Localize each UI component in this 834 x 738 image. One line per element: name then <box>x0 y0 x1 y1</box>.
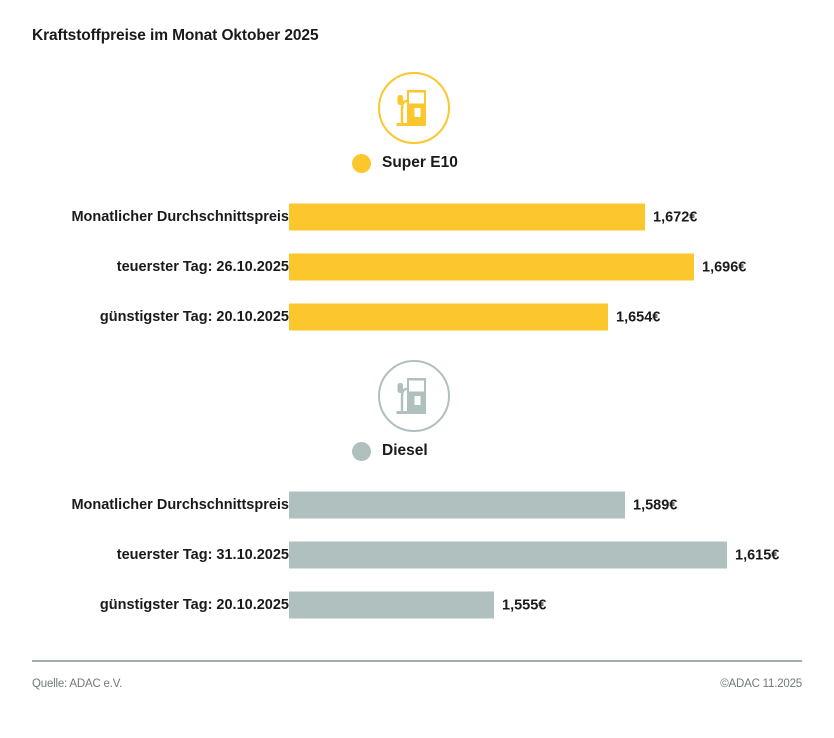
icon-circle-diesel <box>378 360 450 432</box>
table-row: günstigster Tag: 20.10.2025 1,555€ <box>0 580 834 630</box>
row-label: günstigster Tag: 20.10.2025 <box>99 597 289 613</box>
icon-circle-super <box>378 72 450 144</box>
fuel-pump-icon <box>396 378 426 414</box>
row-label: teuerster Tag: 26.10.2025 <box>116 259 289 275</box>
legend-color-dot-diesel <box>352 441 371 461</box>
page-title: Kraftstoffpreise im Monat Oktober 2025 <box>32 27 319 44</box>
legend-super-e10: Super E10 <box>352 152 458 174</box>
source-note: Quelle: ADAC e.V. <box>32 678 123 690</box>
table-row: günstigster Tag: 20.10.2025 1,654€ <box>0 292 834 342</box>
bar-value-label: 1,672€ <box>653 209 698 225</box>
bar-value-label: 1,589€ <box>633 497 678 513</box>
bar-super-most-expensive <box>289 253 694 281</box>
legend-diesel: Diesel <box>352 440 428 462</box>
table-row: Monatlicher Durchschnittspreis 1,589€ <box>0 480 834 530</box>
fuel-pump-icon-diesel <box>378 360 450 432</box>
legend-color-dot-super <box>352 153 371 173</box>
bar-track: 1,589€ <box>289 491 678 519</box>
bar-track: 1,696€ <box>289 253 747 281</box>
bar-track: 1,615€ <box>289 541 780 569</box>
bar-diesel-cheapest <box>289 591 494 619</box>
bar-diesel-average <box>289 491 625 519</box>
bar-value-label: 1,615€ <box>735 547 780 563</box>
fuel-pump-icon <box>396 90 426 126</box>
bar-track: 1,672€ <box>289 203 698 231</box>
row-label: Monatlicher Durchschnittspreis <box>71 497 289 513</box>
legend-label-super: Super E10 <box>382 154 458 171</box>
legend-label-diesel: Diesel <box>382 442 428 459</box>
row-label: günstigster Tag: 20.10.2025 <box>99 309 289 325</box>
bar-diesel-most-expensive <box>289 541 727 569</box>
footer-divider <box>32 660 802 662</box>
bar-track: 1,555€ <box>289 591 547 619</box>
fuel-pump-icon-super <box>378 72 450 144</box>
table-row: teuerster Tag: 31.10.2025 1,615€ <box>0 530 834 580</box>
row-label: teuerster Tag: 31.10.2025 <box>116 547 289 563</box>
bar-super-cheapest <box>289 303 608 331</box>
bar-rows-diesel: Monatlicher Durchschnittspreis 1,589€ te… <box>0 480 834 630</box>
bar-value-label: 1,654€ <box>616 309 661 325</box>
bar-rows-super: Monatlicher Durchschnittspreis 1,672€ te… <box>0 192 834 342</box>
copyright-note: ©ADAC 11.2025 <box>720 678 802 690</box>
row-label: Monatlicher Durchschnittspreis <box>71 209 289 225</box>
table-row: teuerster Tag: 26.10.2025 1,696€ <box>0 242 834 292</box>
bar-track: 1,654€ <box>289 303 661 331</box>
bar-super-average <box>289 203 645 231</box>
table-row: Monatlicher Durchschnittspreis 1,672€ <box>0 192 834 242</box>
bar-value-label: 1,555€ <box>502 597 547 613</box>
bar-value-label: 1,696€ <box>702 259 747 275</box>
